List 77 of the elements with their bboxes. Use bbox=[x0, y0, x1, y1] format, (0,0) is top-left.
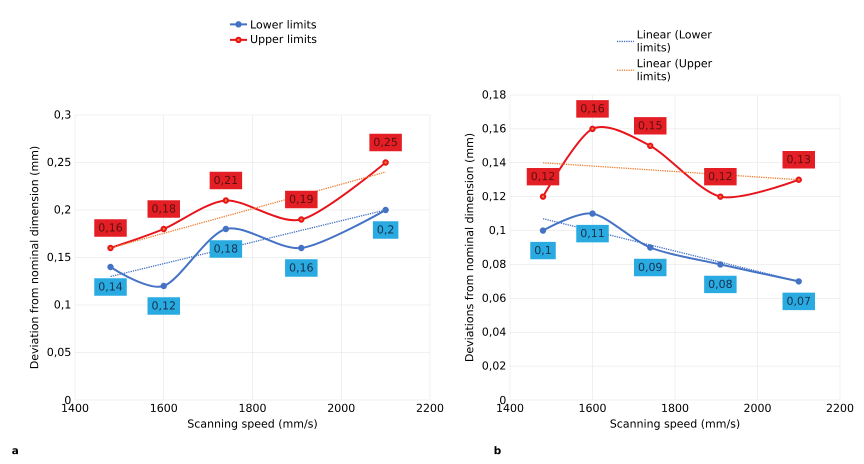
legend-label: Upper limits bbox=[250, 34, 316, 46]
y-axis-title: Deviations from nominal dimension (mm) bbox=[464, 134, 475, 361]
point bbox=[160, 282, 167, 290]
x-tick-label: 1800 bbox=[240, 404, 266, 412]
data-label: 0,08 bbox=[708, 280, 732, 290]
point bbox=[796, 278, 802, 285]
point bbox=[107, 264, 114, 270]
x-tick-label: 1600 bbox=[580, 404, 606, 412]
point bbox=[222, 197, 230, 204]
data-label: 0,09 bbox=[638, 262, 662, 272]
point bbox=[298, 216, 305, 223]
point bbox=[298, 244, 305, 252]
point bbox=[589, 126, 596, 132]
data-label: 0,16 bbox=[580, 104, 604, 114]
point bbox=[107, 244, 114, 252]
point bbox=[717, 193, 724, 200]
x-tick-label: 1400 bbox=[62, 404, 88, 412]
point bbox=[647, 142, 654, 150]
data-label: 0,13 bbox=[787, 155, 810, 164]
x-axis-title: Scanning speed (mm/s) bbox=[610, 419, 740, 430]
text: b bbox=[494, 446, 501, 454]
y-tick-label: 0,04 bbox=[482, 328, 506, 337]
data-label: 0,18 bbox=[152, 204, 176, 214]
point bbox=[540, 227, 546, 234]
y-tick-label: 0,02 bbox=[482, 361, 506, 371]
point bbox=[796, 176, 802, 183]
y-tick-label: 0 bbox=[500, 396, 506, 404]
x-tick-label: 2200 bbox=[416, 404, 444, 412]
y-tick-label: 0,05 bbox=[48, 348, 70, 358]
text: a bbox=[12, 448, 18, 454]
data-label: 0,07 bbox=[787, 296, 810, 306]
point bbox=[160, 226, 167, 232]
y-tick-label: 0,12 bbox=[482, 192, 506, 202]
x-axis-title: Scanning speed (mm/s) bbox=[188, 419, 317, 430]
y-tick-label: 0,06 bbox=[482, 294, 506, 304]
x-tick-label: 1800 bbox=[662, 404, 688, 412]
legend-label: Lower limits bbox=[251, 20, 316, 29]
y-tick-label: 0,25 bbox=[48, 158, 70, 168]
y-tick-label: 0,08 bbox=[482, 260, 506, 270]
point bbox=[222, 226, 230, 232]
x-tick-label: 2000 bbox=[328, 404, 354, 412]
y-tick-label: 0,18 bbox=[482, 90, 506, 100]
y-tick-label: 0,14 bbox=[482, 158, 506, 168]
data-label: 0,18 bbox=[214, 244, 238, 254]
point bbox=[647, 244, 654, 251]
y-tick-label: 0,16 bbox=[482, 124, 506, 134]
data-label: 0,1 bbox=[534, 246, 551, 256]
data-label: 0,12 bbox=[708, 172, 732, 182]
data-label: 0,16 bbox=[290, 263, 313, 273]
data-label: 0,15 bbox=[638, 121, 662, 131]
point bbox=[589, 210, 596, 217]
legend-label: Linear (Lower limits) bbox=[638, 30, 712, 53]
point bbox=[717, 261, 724, 268]
y-tick-label: 0,15 bbox=[48, 252, 70, 262]
data-label: 0,11 bbox=[580, 228, 604, 238]
x-tick-label: 2200 bbox=[826, 404, 854, 412]
data-label: 0,16 bbox=[98, 223, 122, 233]
y-tick-label: 0,1 bbox=[490, 226, 506, 236]
x-tick-label: 1400 bbox=[497, 404, 524, 412]
y-axis-title: Deviation from nominal dimension (mm) bbox=[30, 146, 40, 368]
data-label: 0,14 bbox=[98, 282, 122, 292]
data-label: 0,21 bbox=[214, 176, 238, 186]
data-label: 0,2 bbox=[378, 225, 394, 235]
y-tick-label: 0,3 bbox=[54, 110, 70, 120]
point bbox=[382, 206, 389, 214]
data-label: 0,12 bbox=[531, 172, 554, 182]
data-label: 0,12 bbox=[152, 301, 175, 311]
point bbox=[540, 193, 546, 200]
x-tick-label: 1600 bbox=[150, 404, 177, 412]
point bbox=[382, 159, 389, 166]
y-tick-label: 0,2 bbox=[54, 205, 70, 215]
data-label: 0,19 bbox=[290, 194, 313, 204]
y-tick-label: 0,1 bbox=[54, 300, 70, 310]
x-tick-label: 2000 bbox=[744, 404, 771, 412]
y-tick-label: 0 bbox=[65, 396, 71, 404]
data-label: 0,25 bbox=[374, 138, 397, 148]
legend-label: Linear (Upper limits) bbox=[638, 58, 712, 82]
